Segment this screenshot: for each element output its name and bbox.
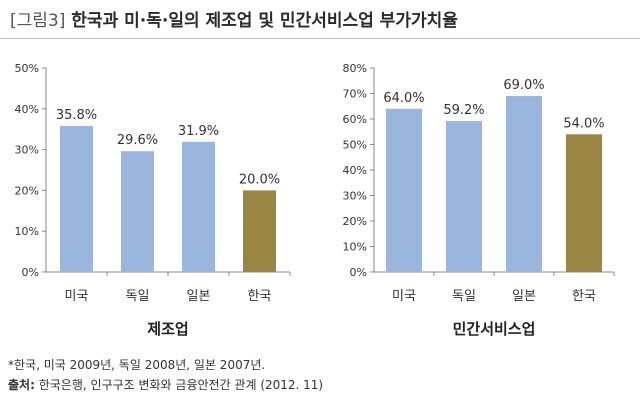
services-y-tick-label: 0% (350, 266, 367, 279)
manufacturing-y-tick-label: 10% (15, 225, 39, 238)
services-y-tick-label: 80% (343, 62, 367, 75)
services-bar (386, 108, 422, 272)
manufacturing-data-label: 35.8% (56, 108, 97, 123)
services-data-label: 69.0% (503, 78, 544, 93)
services-bar (566, 134, 602, 272)
title-divider (0, 38, 640, 39)
manufacturing-data-label: 20.0% (239, 172, 280, 187)
services-category-label: 독일 (452, 289, 476, 304)
services-category-label: 미국 (392, 289, 416, 304)
manufacturing-category-label: 한국 (248, 289, 272, 304)
services-data-label: 59.2% (443, 103, 484, 118)
source-label: 출처: (8, 378, 35, 392)
manufacturing-category-label: 일본 (187, 289, 211, 304)
manufacturing-category-label: 미국 (65, 289, 89, 304)
services-category-label: 일본 (512, 289, 536, 304)
source-line: 출처: 한국은행, 인구구조 변화와 금융안전간 관계 (2012. 11) (8, 375, 323, 395)
services-data-label: 54.0% (563, 116, 604, 131)
source-text: 한국은행, 인구구조 변화와 금융안전간 관계 (2012. 11) (34, 378, 324, 392)
manufacturing-bar (182, 141, 215, 272)
manufacturing-y-tick-label: 0% (22, 266, 39, 279)
services-y-tick-label: 70% (343, 88, 367, 101)
manufacturing-y-tick-label: 20% (15, 184, 39, 197)
manufacturing-bar (60, 125, 93, 272)
services-y-tick-label: 60% (343, 113, 367, 126)
manufacturing-bar (243, 190, 276, 272)
services-y-tick-label: 50% (343, 139, 367, 152)
services-bar (506, 96, 542, 272)
services-y-tick-label: 20% (343, 215, 367, 228)
title-text: 한국과 미·독·일의 제조업 및 민간서비스업 부가가치율 (71, 11, 458, 31)
footnote: *한국, 미국 2009년, 독일 2008년, 일본 2007년. (8, 358, 266, 372)
services-y-tick-label: 10% (343, 241, 367, 254)
manufacturing-data-label: 29.6% (117, 133, 158, 148)
services-category-label: 한국 (572, 289, 596, 304)
manufacturing-bar (121, 151, 154, 272)
notes: *한국, 미국 2009년, 독일 2008년, 일본 2007년. 출처: 한… (8, 355, 323, 395)
manufacturing-y-tick-label: 40% (15, 103, 39, 116)
manufacturing-data-label: 31.9% (178, 124, 219, 139)
services-y-tick-label: 30% (343, 190, 367, 203)
manufacturing-y-tick-label: 30% (15, 144, 39, 157)
services-bar (446, 121, 482, 272)
services-data-label: 64.0% (383, 91, 424, 106)
services-y-tick-label: 40% (343, 164, 367, 177)
manufacturing-chart-title: 제조업 (147, 320, 188, 338)
manufacturing-y-tick-label: 50% (15, 62, 39, 75)
manufacturing-category-label: 독일 (126, 289, 150, 304)
chart-title: [그림3] 한국과 미·독·일의 제조업 및 민간서비스업 부가가치율 (10, 6, 458, 31)
figure-number: [그림3] (10, 11, 66, 31)
bar-charts: 0% 10% 20% 30% 40% 50% 35.8% 미국 29.6% 독일 31.9% 일본 20… (15, 62, 615, 338)
services-chart-title: 민간서비스업 (453, 320, 536, 338)
